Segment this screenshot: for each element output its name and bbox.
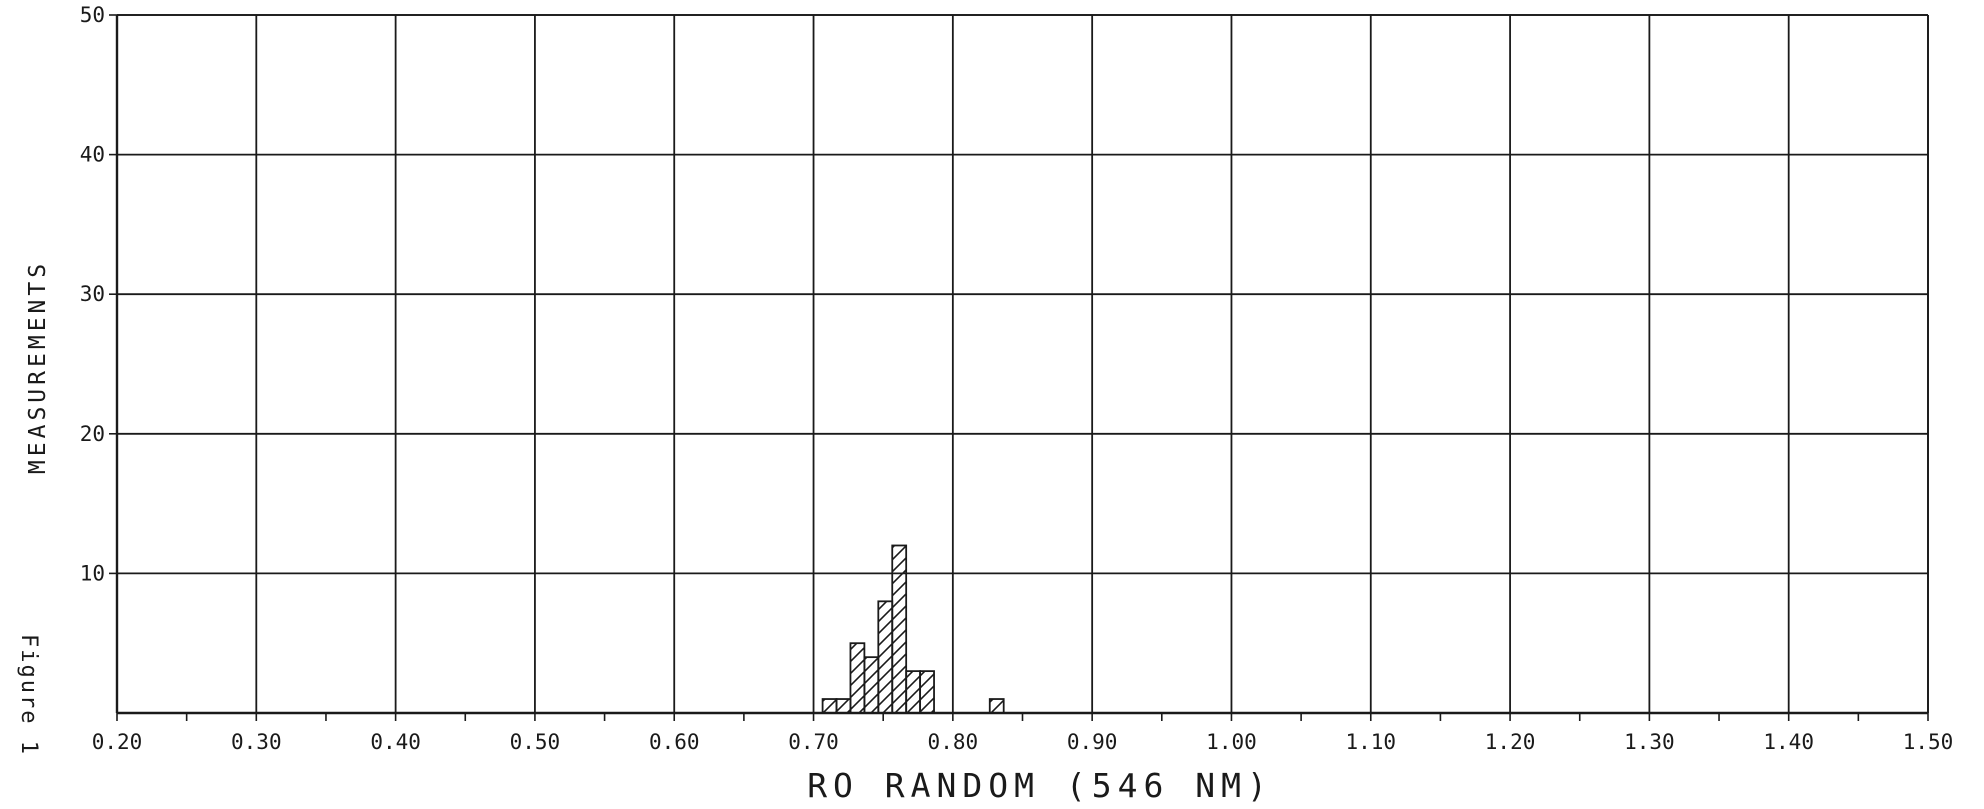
y-tick-label: 30: [80, 282, 105, 306]
x-tick-label: 0.20: [92, 730, 143, 754]
histogram-bar: [821, 698, 838, 714]
y-tick-label: 40: [80, 143, 105, 167]
x-tick-label: 1.00: [1206, 730, 1257, 754]
axes: [109, 14, 1929, 721]
x-tick-label: 0.70: [788, 730, 839, 754]
histogram-bar: [835, 698, 852, 714]
y-axis-title: MEASUREMENTS: [25, 260, 51, 474]
x-tick-label: 1.50: [1903, 730, 1954, 754]
histogram-bar: [863, 656, 880, 714]
x-tick-label: 0.40: [370, 730, 421, 754]
x-tick-label: 1.30: [1624, 730, 1675, 754]
x-tick-labels: 0.20 0.30 0.40 0.50 0.60 0.70 0.80 0.90 1.00 1.10…: [92, 730, 1954, 754]
x-tick-label: 0.50: [510, 730, 561, 754]
x-tick-label: 0.30: [231, 730, 282, 754]
x-tick-label: 1.20: [1485, 730, 1536, 754]
figure-caption: Figure 1: [16, 634, 41, 756]
histogram-bar: [849, 642, 866, 714]
x-axis-title: RO RANDOM (546 NM): [807, 766, 1273, 805]
x-tick-label: 0.60: [649, 730, 700, 754]
histogram-bar: [919, 670, 935, 714]
y-tick-labels: 10 20 30 40 50: [80, 3, 105, 585]
histogram-bar: [905, 670, 922, 714]
x-tick-label: 0.90: [1067, 730, 1118, 754]
x-tick-label: 1.10: [1345, 730, 1396, 754]
histogram-bar: [988, 698, 1005, 714]
y-tick-label: 10: [80, 561, 105, 585]
x-tick-label: 0.80: [928, 730, 979, 754]
x-tick-label: 1.40: [1763, 730, 1814, 754]
y-tick-label: 20: [80, 422, 105, 446]
histogram-bar: [891, 544, 908, 714]
histogram-bars: [821, 544, 1005, 714]
y-tick-label: 50: [80, 3, 105, 27]
histogram-bar: [877, 600, 894, 714]
